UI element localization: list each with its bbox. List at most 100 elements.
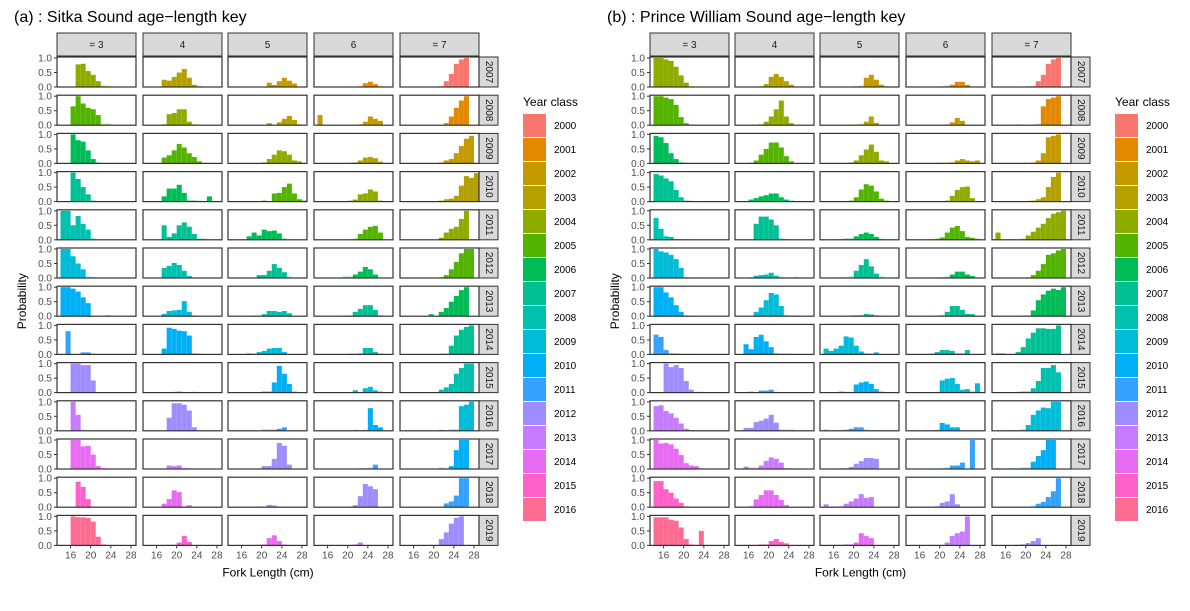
histogram-bar (873, 191, 879, 202)
histogram-bar (843, 238, 849, 240)
histogram-bar (1050, 213, 1056, 240)
histogram-bar (974, 238, 980, 240)
x-tick-label: 28 (1060, 550, 1072, 561)
histogram-bar (683, 539, 689, 546)
panel-2011-age-4 (142, 209, 223, 241)
histogram-bar (668, 492, 674, 508)
histogram-bar (1035, 300, 1041, 317)
histogram-bar (964, 236, 970, 240)
histogram-bar (878, 84, 884, 87)
histogram-bar (969, 275, 975, 278)
histogram-bar (473, 173, 479, 202)
histogram-bar (261, 161, 267, 164)
legend-swatch-2016 (523, 498, 546, 521)
histogram-bar (357, 271, 363, 278)
histogram-bar (1055, 401, 1061, 431)
legend-swatch-2007 (523, 282, 546, 305)
panel-2007-age-7 (399, 56, 480, 88)
facet-plot-b: (b) : Prince William Sound age−length ke… (607, 9, 1170, 579)
histogram-bar (658, 287, 664, 317)
histogram-bar (763, 543, 769, 546)
histogram-bar (873, 273, 879, 278)
histogram-bar (80, 446, 86, 469)
panel-2009-age-6 (313, 132, 394, 164)
histogram-bar (949, 227, 955, 240)
panel-background (820, 57, 899, 87)
panel-2015-age-3 (649, 362, 730, 394)
histogram-bar (448, 269, 454, 278)
x-tick-label: 24 (783, 550, 795, 561)
histogram-bar (70, 225, 76, 240)
histogram-bar (256, 235, 262, 240)
histogram-bar (80, 297, 86, 317)
histogram-bar (362, 193, 368, 202)
histogram-bar (658, 96, 664, 126)
panel-2008-age-6 (313, 94, 394, 126)
histogram-bar (176, 225, 182, 240)
histogram-bar (90, 109, 96, 126)
histogram-bar (658, 228, 664, 240)
panel-border (56, 362, 137, 394)
histogram-bar (658, 337, 664, 355)
panel-2012-age-7 (991, 247, 1072, 279)
panel-2017-age-5 (227, 438, 308, 470)
histogram-bar (663, 350, 669, 355)
histogram-bar (663, 59, 669, 87)
histogram-bar (171, 328, 177, 355)
histogram-bar (85, 445, 91, 469)
histogram-bar (161, 348, 167, 355)
panel-2015-age-4 (734, 362, 815, 394)
histogram-bar (678, 267, 684, 278)
panel-background (314, 133, 393, 164)
legend-label: 2008 (554, 313, 577, 324)
histogram-bar (1055, 290, 1061, 317)
histogram-bar (653, 218, 659, 240)
histogram-bar (181, 69, 187, 87)
histogram-bar (60, 249, 66, 278)
panel-border (142, 171, 223, 203)
y-tick-label: 0.0 (631, 121, 645, 132)
histogram-bar (974, 383, 980, 393)
histogram-bar (673, 104, 679, 126)
y-tick-label: 0.0 (38, 197, 52, 208)
histogram-bar (868, 144, 874, 164)
panel-border (991, 514, 1072, 547)
histogram-bar (658, 517, 664, 546)
panel-2009-age-6 (905, 132, 986, 164)
panel-2018-age-6 (313, 476, 394, 508)
histogram-bar (763, 84, 769, 87)
panel-2019-age-7 (399, 514, 480, 547)
histogram-bar (1030, 310, 1036, 317)
panel-2012-age-5 (819, 247, 900, 279)
histogram-bar (743, 466, 749, 469)
histogram-bar (823, 504, 829, 508)
y-tick-label: 0.0 (38, 350, 52, 361)
histogram-bar (281, 373, 287, 393)
histogram-bar (80, 187, 86, 202)
histogram-bar (1050, 59, 1056, 87)
panel-border (991, 94, 1072, 126)
histogram-bar (1035, 503, 1041, 508)
histogram-bar (75, 440, 81, 469)
histogram-bar (1050, 401, 1056, 431)
y-tick-label: 0.5 (631, 526, 645, 537)
histogram-bar (1035, 455, 1041, 469)
histogram-bar (372, 191, 378, 202)
legend-label: 2015 (554, 481, 577, 492)
histogram-bar (85, 499, 91, 508)
histogram-bar (1035, 328, 1041, 355)
panel-2011-age-6 (313, 209, 394, 241)
histogram-bar (753, 311, 759, 317)
histogram-bar (458, 406, 464, 431)
legend-label: 2014 (1146, 457, 1169, 468)
histogram-bar (463, 440, 469, 469)
histogram-bar (352, 505, 358, 508)
histogram-bar (271, 535, 277, 546)
histogram-bar (658, 251, 664, 278)
histogram-bar (367, 116, 373, 126)
panel-background (820, 400, 899, 431)
facet-plot-a: (a) : Sitka Sound age−length key = 3 4 5 6 = … (14, 9, 578, 579)
legend-swatch-2011 (1115, 378, 1138, 401)
panel-background (314, 95, 393, 126)
histogram-bar (853, 160, 859, 164)
